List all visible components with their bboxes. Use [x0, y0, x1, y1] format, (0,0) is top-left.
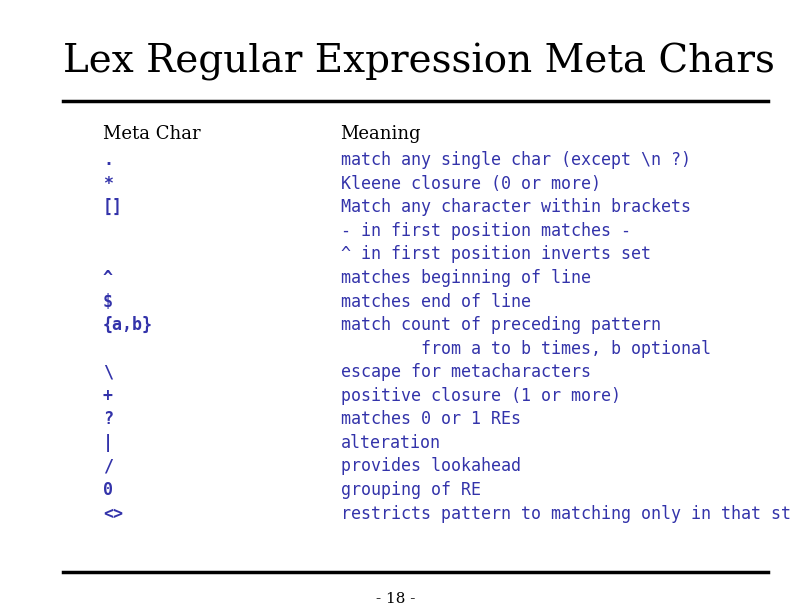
Text: Meaning: Meaning — [341, 125, 421, 143]
Text: ?: ? — [103, 410, 113, 428]
Text: \: \ — [103, 363, 113, 381]
Text: 0: 0 — [103, 481, 113, 499]
Text: match any single char (except \n ?): match any single char (except \n ?) — [341, 151, 691, 169]
Text: matches 0 or 1 REs: matches 0 or 1 REs — [341, 410, 520, 428]
Text: .: . — [103, 151, 113, 169]
Text: Match any character within brackets: Match any character within brackets — [341, 198, 691, 216]
Text: Kleene closure (0 or more): Kleene closure (0 or more) — [341, 175, 600, 193]
Text: positive closure (1 or more): positive closure (1 or more) — [341, 387, 621, 405]
Text: alteration: alteration — [341, 434, 440, 452]
Text: grouping of RE: grouping of RE — [341, 481, 481, 499]
Text: ^: ^ — [103, 269, 113, 287]
Text: escape for metacharacters: escape for metacharacters — [341, 363, 591, 381]
Text: <>: <> — [103, 504, 123, 523]
Text: from a to b times, b optional: from a to b times, b optional — [341, 340, 710, 357]
Text: $: $ — [103, 293, 113, 310]
Text: restricts pattern to matching only in that state: restricts pattern to matching only in th… — [341, 504, 792, 523]
Text: |: | — [103, 434, 113, 452]
Text: - 18 -: - 18 - — [376, 592, 416, 606]
Text: ^ in first position inverts set: ^ in first position inverts set — [341, 245, 650, 263]
Text: {a,b}: {a,b} — [103, 316, 153, 334]
Text: /: / — [103, 457, 113, 476]
Text: match count of preceding pattern: match count of preceding pattern — [341, 316, 661, 334]
Text: - in first position matches -: - in first position matches - — [341, 222, 630, 240]
Text: matches end of line: matches end of line — [341, 293, 531, 310]
Text: Lex Regular Expression Meta Chars: Lex Regular Expression Meta Chars — [63, 43, 775, 81]
Text: *: * — [103, 175, 113, 193]
Text: Meta Char: Meta Char — [103, 125, 200, 143]
Text: provides lookahead: provides lookahead — [341, 457, 520, 476]
Text: +: + — [103, 387, 113, 405]
Text: []: [] — [103, 198, 123, 216]
Text: matches beginning of line: matches beginning of line — [341, 269, 591, 287]
